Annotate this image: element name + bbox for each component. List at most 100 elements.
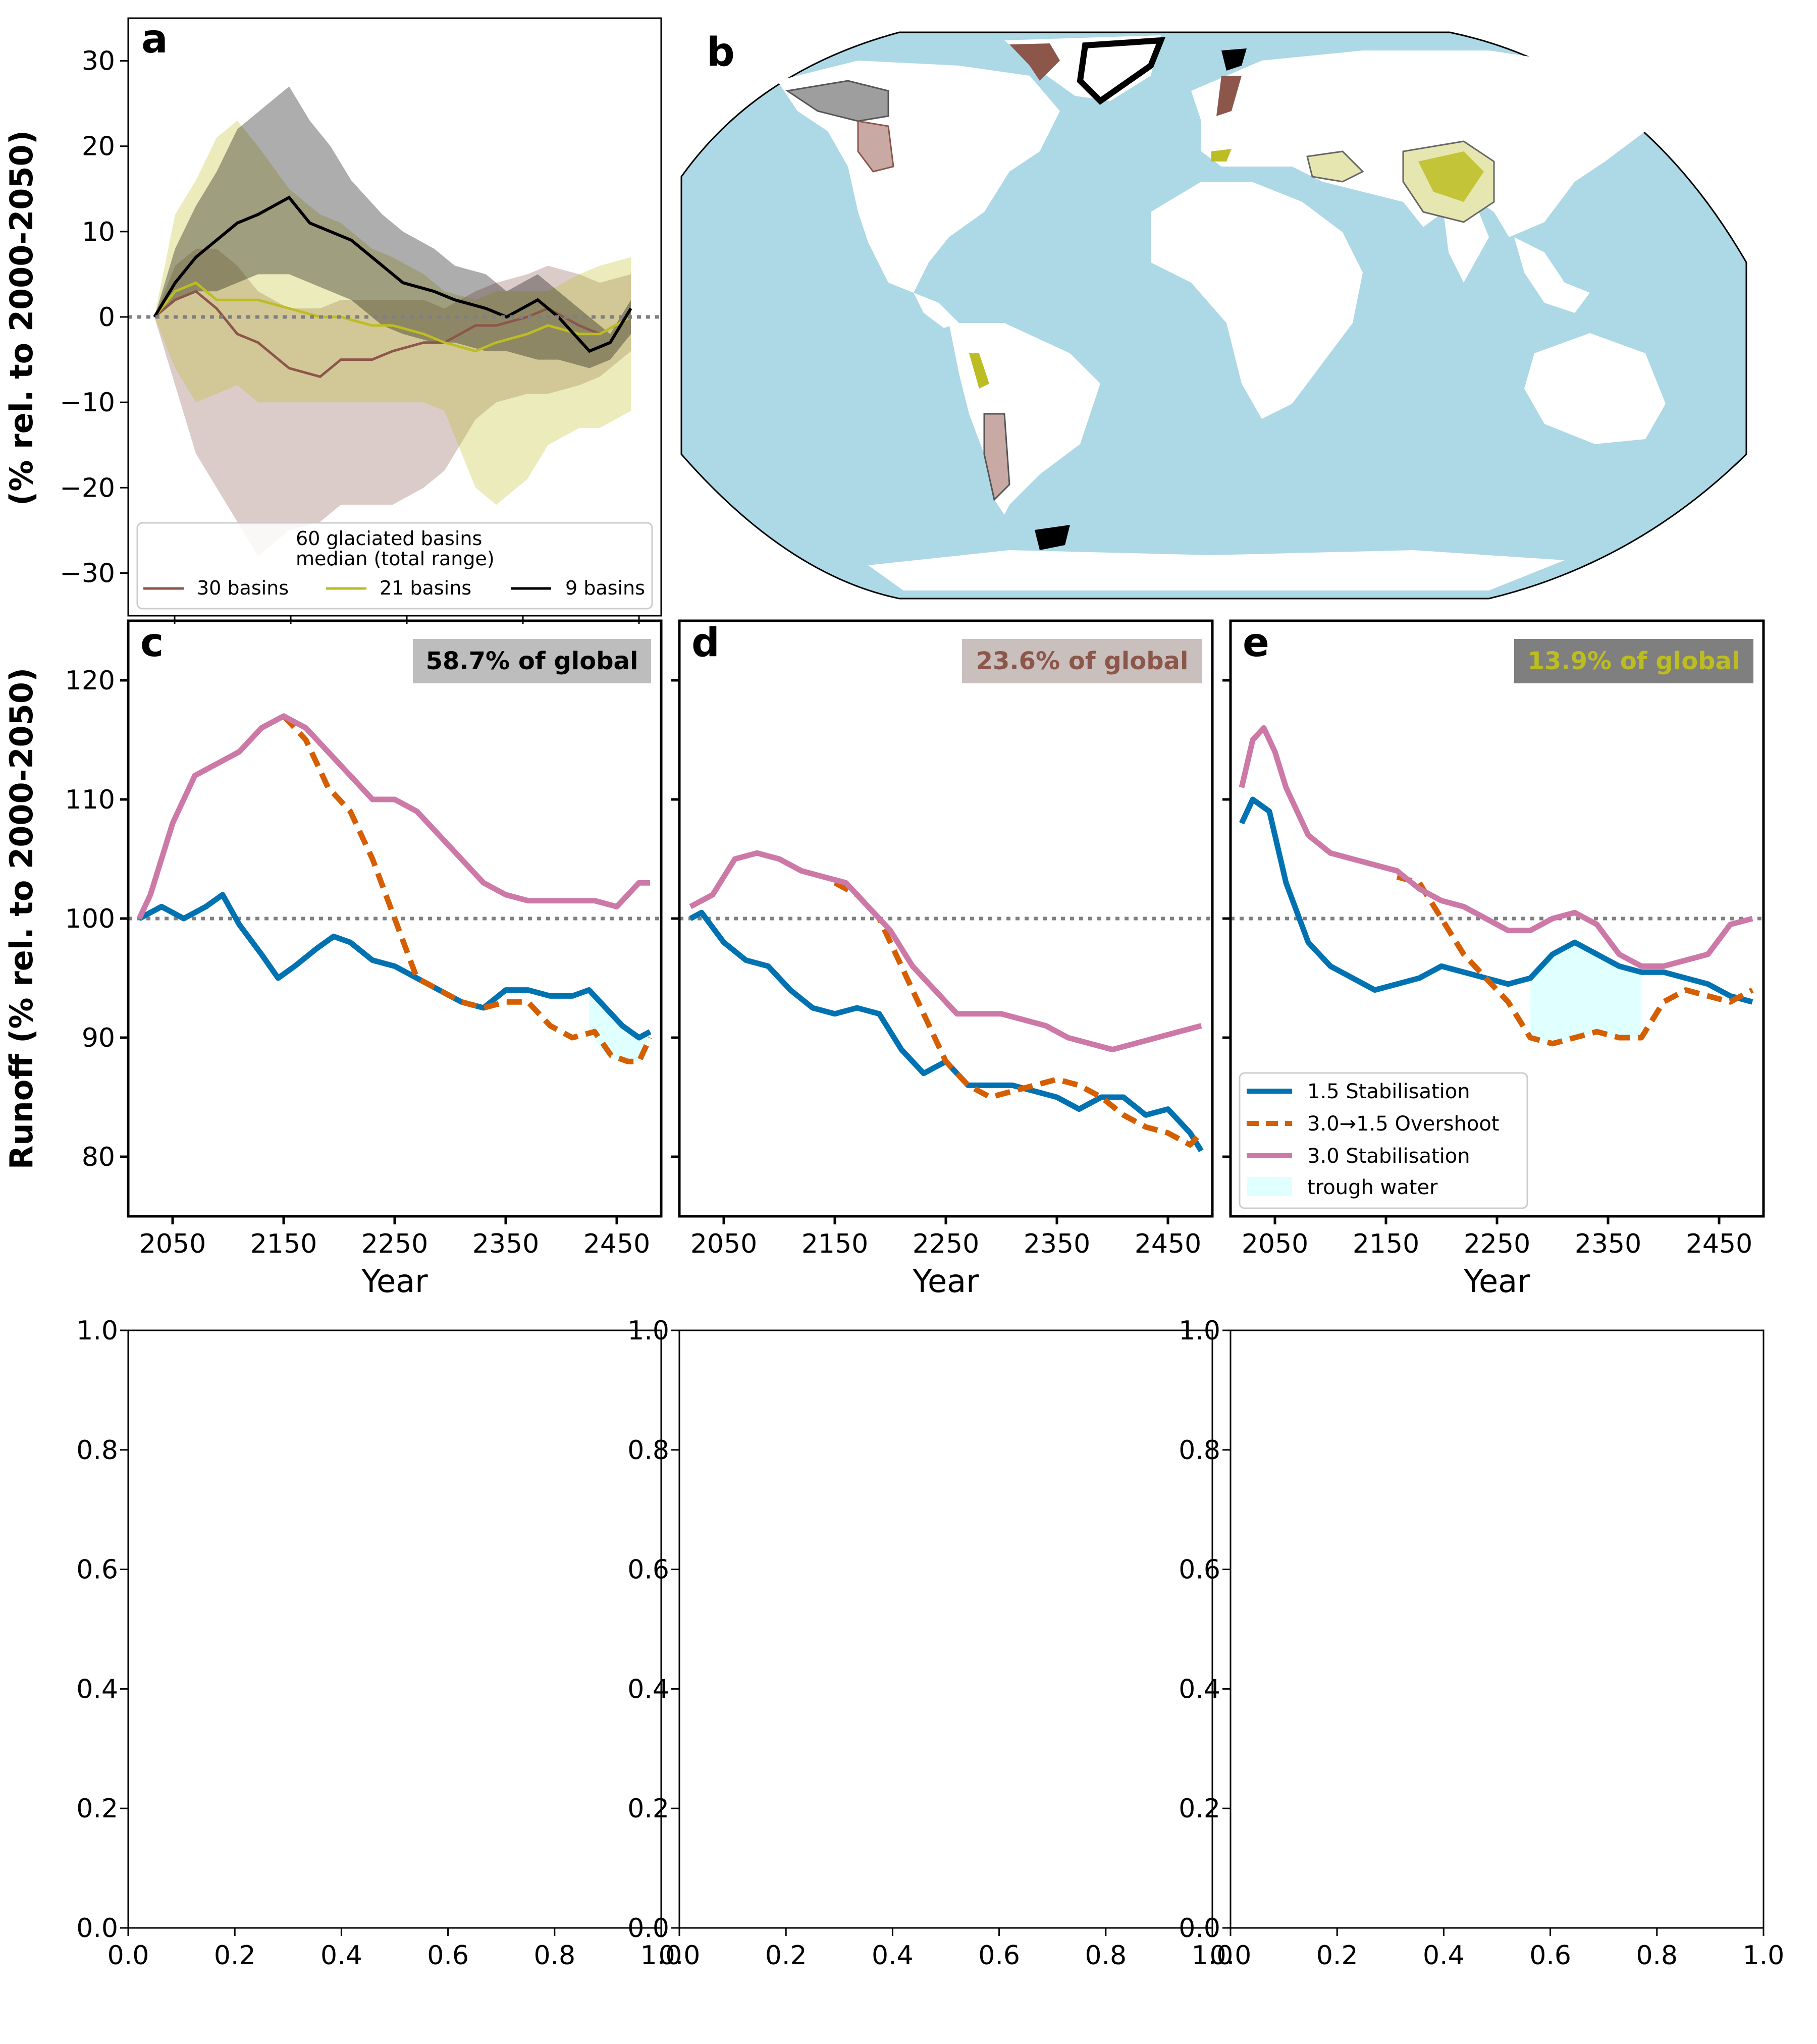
empty-ytick: 0.2 xyxy=(1179,1794,1220,1824)
c-xtick: 2150 xyxy=(250,1229,317,1259)
panel-a-y-ticks: 30 20 10 0 −10 −20 −30 xyxy=(60,46,128,588)
panel-d-letter: d xyxy=(691,620,720,666)
c-xtick: 2350 xyxy=(472,1229,539,1259)
empty-xtick: 0.2 xyxy=(765,1941,807,1971)
empty-ytick: 0.0 xyxy=(76,1913,118,1944)
empty-xtick: 0.8 xyxy=(1636,1941,1678,1971)
panel-c-x-ticks: 2050 2150 2250 2350 2450 xyxy=(139,1216,650,1259)
panel-b-letter: b xyxy=(707,30,735,75)
d-line-3-0-1-5-Overshoot xyxy=(833,880,1204,1148)
australia xyxy=(1524,333,1666,444)
c-line-1-5-Stabilisation xyxy=(138,892,652,1041)
empty-panel-ticks: 1.00.80.60.40.20.00.0 0.2 0.4 0.6 0.8 1.01.00… xyxy=(76,1316,1784,1971)
empty-xtick: 0.8 xyxy=(533,1941,575,1971)
legend-e-entry-1: 1.5 Stabilisation xyxy=(1307,1080,1470,1103)
empty-ytick: 1.0 xyxy=(1179,1316,1220,1346)
panel-c-y-ticks: 120 110 100 90 80 xyxy=(65,666,128,1172)
glaciers-himalaya xyxy=(1418,151,1484,202)
panel-e-badge xyxy=(1514,639,1753,683)
empty-panels: 1.00.80.60.40.20.00.0 0.2 0.4 0.6 0.8 1.01.00… xyxy=(76,1316,1784,1971)
panel-d-lines xyxy=(689,850,1204,1153)
y-axis-title-left: Runoff (% rel. to 2000-2050) xyxy=(3,668,40,1169)
panel-a-bands xyxy=(154,86,631,556)
band-21-basins xyxy=(154,121,631,505)
c-line-3-0-1-5-Overshoot xyxy=(281,714,653,1064)
basin-alaska xyxy=(785,80,889,122)
empty-ytick: 0.4 xyxy=(627,1674,669,1704)
empty-xtick: 1.0 xyxy=(1743,1941,1785,1971)
e-xtick: 2350 xyxy=(1575,1229,1641,1259)
d-xtick: 2150 xyxy=(801,1229,868,1259)
c-ytick: 100 xyxy=(65,904,115,934)
empty-xtick: 0.6 xyxy=(1529,1941,1571,1971)
panel-a-ytick: 30 xyxy=(82,46,115,77)
panel-e-lines xyxy=(1239,725,1754,1047)
south-america xyxy=(949,323,1100,515)
empty-xtick: 0.6 xyxy=(978,1941,1020,1971)
empty-ytick: 0.2 xyxy=(627,1794,669,1824)
panel-e-y-ticks xyxy=(1222,679,1231,1158)
panel-b-map: b xyxy=(680,30,1747,600)
panel-c-x-label: Year xyxy=(361,1263,428,1300)
y-axis-title-top: (% rel. to 2000-2050) xyxy=(3,130,40,506)
eurasia xyxy=(1191,50,1666,237)
panel-a-lines xyxy=(153,195,632,379)
legend-e-entry-2: 3.0→1.5 Overshoot xyxy=(1307,1112,1500,1136)
e-xtick: 2150 xyxy=(1353,1229,1419,1259)
panel-e-badge-text: 13.9% of global xyxy=(1528,647,1740,675)
e-xtick: 2250 xyxy=(1464,1229,1530,1259)
empty-xtick: 0.0 xyxy=(1210,1941,1252,1971)
glaciers-alps xyxy=(1211,149,1232,162)
panel-a-ytick: −30 xyxy=(60,558,115,588)
southeast-asia xyxy=(1514,237,1590,313)
empty-ytick: 0.8 xyxy=(627,1435,669,1466)
legend-a-title-line2: median (total range) xyxy=(296,548,495,570)
glaciers-norway xyxy=(1216,76,1242,116)
c-ytick: 120 xyxy=(65,666,115,696)
basin-patagonia xyxy=(983,413,1010,501)
legend-a-entry-9: 9 basins xyxy=(565,577,645,599)
c-xtick: 2450 xyxy=(583,1229,650,1259)
empty-xtick: 0.0 xyxy=(659,1941,701,1971)
empty-ytick: 0.6 xyxy=(627,1555,669,1585)
panel-e: 2050 2150 2250 2350 2450 e 13.9% of global Y… xyxy=(1222,619,1765,1300)
empty-panel-1 xyxy=(127,1329,662,1929)
glaciers-andes xyxy=(969,353,989,389)
panel-c: 120 110 100 90 80 2050 2150 2250 2350 2450 c 58.… xyxy=(65,619,663,1300)
empty-ytick: 1.0 xyxy=(76,1316,118,1346)
empty-xtick: 0.2 xyxy=(214,1941,256,1971)
empty-ytick: 0.4 xyxy=(1179,1674,1220,1704)
map-basins xyxy=(785,37,1495,550)
band-30-basins xyxy=(154,248,631,556)
empty-xtick: 0.6 xyxy=(427,1941,469,1971)
panel-d-badge xyxy=(962,639,1202,683)
empty-xtick: 0.0 xyxy=(108,1941,149,1971)
glaciers-greenland-east xyxy=(1077,37,1166,105)
band-9-basins xyxy=(154,86,631,368)
central-america xyxy=(914,293,959,328)
panel-a-ytick: −20 xyxy=(60,473,115,503)
e-xtick: 2450 xyxy=(1686,1229,1752,1259)
d-xtick: 2050 xyxy=(690,1229,757,1259)
glaciers-greenland xyxy=(1009,43,1060,81)
c-ytick: 80 xyxy=(82,1142,115,1172)
d-xtick: 2450 xyxy=(1135,1229,1201,1259)
panel-e-letter: e xyxy=(1243,620,1269,666)
empty-xtick: 0.4 xyxy=(320,1941,362,1971)
panel-e-trough xyxy=(1530,942,1641,1044)
panel-a-ytick: 20 xyxy=(82,132,115,162)
empty-ytick: 0.6 xyxy=(76,1555,118,1585)
panel-c-lines xyxy=(137,713,653,1064)
legend-e-entry-3: 3.0 Stabilisation xyxy=(1307,1145,1470,1168)
c-xtick: 2050 xyxy=(139,1229,206,1259)
legend-a-title-line1: 60 glaciated basins xyxy=(296,527,482,550)
median-21-basins xyxy=(153,281,632,353)
legend-e-entry-4: trough water xyxy=(1307,1176,1438,1199)
empty-ytick: 0.8 xyxy=(1179,1435,1220,1466)
empty-panel-3 xyxy=(1230,1329,1765,1929)
d-line-3-0-Stabilisation xyxy=(689,850,1202,1053)
india xyxy=(1444,212,1489,283)
empty-ytick: 0.0 xyxy=(627,1913,669,1944)
empty-ytick: 0.4 xyxy=(76,1674,118,1704)
